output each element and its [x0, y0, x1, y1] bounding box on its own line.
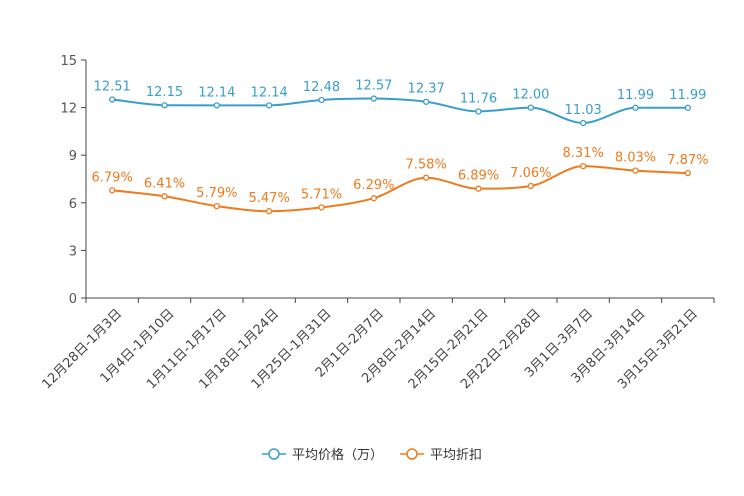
data-point	[266, 102, 273, 109]
data-label: 12.57	[355, 79, 392, 94]
data-label: 12.14	[198, 85, 235, 100]
data-point	[109, 187, 116, 194]
data-point	[213, 102, 220, 109]
data-point	[109, 96, 116, 103]
data-point	[684, 104, 691, 111]
data-label: 8.31%	[563, 146, 604, 161]
series-2: 6.79% 6.41% 5.79% 5.47% 5.71% 6.29% 7.58% 6.89%…	[92, 146, 708, 215]
data-label: 12.00	[512, 88, 549, 103]
data-point	[527, 182, 534, 190]
data-label: 11.03	[565, 103, 602, 118]
series-line	[112, 165, 688, 213]
data-label: 7.06%	[510, 166, 551, 181]
data-label: 11.99	[617, 88, 654, 103]
y-tick-label: 0	[69, 292, 77, 307]
series-layer: 12.51 12.15 12.14 12.14 12.48 12.57 12.37 11.76…	[92, 79, 708, 215]
data-point	[318, 204, 325, 211]
data-label: 7.87%	[667, 153, 708, 168]
data-point	[318, 96, 325, 104]
series-1: 12.51 12.15 12.14 12.14 12.48 12.57 12.37 11.76…	[94, 79, 706, 127]
y-tick-label: 3	[69, 244, 77, 259]
data-point	[370, 95, 377, 102]
legend-marker	[268, 448, 280, 460]
data-label: 7.58%	[406, 158, 447, 173]
legend-item-2[interactable]: 平均折扣	[400, 448, 482, 463]
data-label: 11.76	[460, 91, 497, 106]
legend-label: 平均价格（万）	[292, 447, 383, 463]
data-point	[161, 102, 168, 109]
data-label: 12.37	[408, 82, 445, 97]
data-label: 12.51	[94, 80, 131, 95]
data-point	[684, 169, 691, 177]
legend-item-1[interactable]: 平均价格（万）	[262, 447, 383, 463]
data-label: 6.29%	[353, 178, 394, 193]
legend-label: 平均折扣	[430, 448, 482, 463]
data-point	[266, 208, 273, 215]
y-tick-label: 9	[69, 149, 77, 164]
x-axis: 12月28日-1月3日1月4日-1月10日1月11日-1月17日1月18日-1月…	[39, 297, 715, 392]
legend-marker	[406, 448, 418, 460]
data-point	[423, 174, 430, 181]
series-line	[112, 97, 688, 124]
y-tick-label: 6	[69, 197, 77, 212]
data-point	[213, 202, 220, 210]
data-point	[475, 185, 482, 192]
data-point	[475, 108, 482, 115]
data-label: 5.47%	[249, 191, 290, 206]
data-label: 12.14	[251, 85, 288, 100]
legend[interactable]: 平均价格（万） 平均折扣	[262, 447, 482, 463]
y-tick-label: 12	[60, 102, 77, 117]
data-point	[161, 193, 168, 200]
data-point	[527, 104, 534, 111]
data-label: 12.48	[303, 80, 340, 95]
data-label: 8.03%	[615, 151, 656, 166]
data-point	[632, 104, 639, 111]
data-point	[370, 195, 377, 202]
y-axis: 0 3 6 9 12 15	[60, 54, 87, 307]
data-point	[580, 119, 587, 127]
data-label: 6.41%	[144, 176, 185, 191]
data-label: 6.79%	[92, 170, 133, 185]
data-label: 12.15	[146, 85, 183, 100]
data-point	[580, 162, 587, 170]
y-tick-label: 15	[60, 54, 77, 69]
data-point	[632, 167, 639, 174]
data-label: 5.79%	[196, 186, 237, 201]
data-label: 6.89%	[458, 169, 499, 184]
data-point	[423, 98, 430, 105]
data-label: 11.99	[669, 88, 706, 103]
data-label: 5.71%	[301, 187, 342, 202]
